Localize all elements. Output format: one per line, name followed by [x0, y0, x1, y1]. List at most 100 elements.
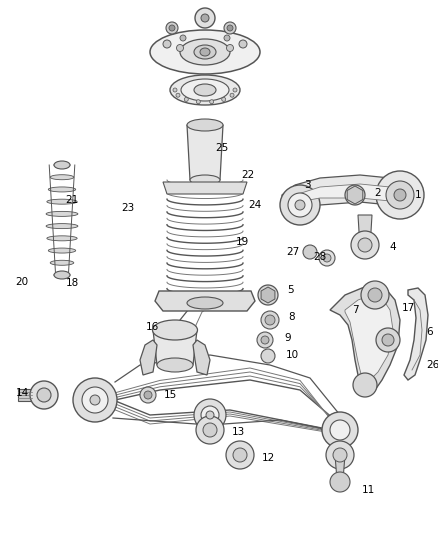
Polygon shape	[358, 215, 372, 248]
Circle shape	[222, 98, 226, 101]
Circle shape	[180, 35, 186, 41]
Ellipse shape	[181, 79, 229, 101]
Circle shape	[330, 420, 350, 440]
Polygon shape	[153, 330, 197, 365]
Text: 27: 27	[286, 247, 300, 257]
Circle shape	[265, 315, 275, 325]
Polygon shape	[261, 287, 275, 303]
Circle shape	[196, 416, 224, 444]
Text: 4: 4	[390, 242, 396, 252]
Ellipse shape	[152, 320, 198, 340]
Ellipse shape	[46, 224, 78, 229]
Circle shape	[226, 441, 254, 469]
Text: 28: 28	[313, 252, 327, 262]
Circle shape	[177, 44, 184, 52]
Text: 15: 15	[163, 390, 177, 400]
Ellipse shape	[47, 199, 77, 204]
Polygon shape	[295, 184, 410, 202]
Text: 22: 22	[241, 170, 254, 180]
Ellipse shape	[54, 272, 70, 278]
Circle shape	[330, 472, 350, 492]
Circle shape	[280, 185, 320, 225]
Circle shape	[295, 200, 305, 210]
Text: 25: 25	[215, 143, 229, 153]
Circle shape	[233, 448, 247, 462]
Circle shape	[326, 441, 354, 469]
Circle shape	[210, 100, 214, 104]
Polygon shape	[347, 186, 363, 204]
Ellipse shape	[180, 39, 230, 65]
Text: 5: 5	[287, 285, 293, 295]
Circle shape	[224, 22, 236, 34]
Ellipse shape	[150, 30, 260, 74]
Circle shape	[261, 349, 275, 363]
Circle shape	[230, 93, 234, 97]
Ellipse shape	[194, 84, 216, 96]
Text: 2: 2	[374, 188, 381, 198]
Circle shape	[322, 412, 358, 448]
Polygon shape	[335, 455, 345, 480]
Circle shape	[195, 8, 215, 28]
Text: 7: 7	[352, 305, 358, 315]
Polygon shape	[32, 390, 42, 400]
Circle shape	[257, 332, 273, 348]
Circle shape	[184, 98, 188, 101]
Text: 3: 3	[304, 180, 310, 190]
Text: 13: 13	[231, 427, 245, 437]
Circle shape	[194, 399, 226, 431]
Circle shape	[382, 334, 394, 346]
Circle shape	[206, 411, 214, 419]
Circle shape	[226, 44, 233, 52]
Circle shape	[201, 14, 209, 22]
Text: 11: 11	[361, 485, 374, 495]
Ellipse shape	[50, 260, 74, 265]
Polygon shape	[155, 291, 255, 311]
Circle shape	[258, 285, 278, 305]
Circle shape	[376, 328, 400, 352]
Ellipse shape	[170, 75, 240, 105]
Circle shape	[90, 395, 100, 405]
Polygon shape	[163, 182, 247, 194]
Ellipse shape	[200, 48, 210, 56]
Circle shape	[239, 40, 247, 48]
Text: 21: 21	[65, 195, 79, 205]
Ellipse shape	[194, 45, 216, 59]
Polygon shape	[404, 288, 428, 380]
Text: 12: 12	[261, 453, 275, 463]
Ellipse shape	[47, 236, 77, 241]
Ellipse shape	[54, 163, 70, 167]
Circle shape	[169, 25, 175, 31]
Circle shape	[173, 88, 177, 92]
Text: 26: 26	[426, 360, 438, 370]
Text: 14: 14	[15, 388, 28, 398]
Circle shape	[227, 25, 233, 31]
Ellipse shape	[46, 212, 78, 216]
Circle shape	[30, 381, 58, 409]
Circle shape	[261, 336, 269, 344]
Circle shape	[303, 245, 317, 259]
Circle shape	[144, 391, 152, 399]
Circle shape	[376, 171, 424, 219]
Circle shape	[203, 423, 217, 437]
Circle shape	[224, 35, 230, 41]
Ellipse shape	[48, 187, 76, 192]
Circle shape	[73, 378, 117, 422]
Circle shape	[166, 22, 178, 34]
Circle shape	[261, 311, 279, 329]
Text: 9: 9	[285, 333, 291, 343]
Ellipse shape	[187, 119, 223, 131]
Circle shape	[358, 238, 372, 252]
Text: 20: 20	[15, 277, 28, 287]
Circle shape	[353, 373, 377, 397]
Polygon shape	[193, 340, 210, 375]
Ellipse shape	[54, 161, 70, 169]
Text: 6: 6	[427, 327, 433, 337]
Text: 17: 17	[401, 303, 415, 313]
Circle shape	[361, 281, 389, 309]
Text: 8: 8	[289, 312, 295, 322]
Text: 16: 16	[145, 322, 159, 332]
Circle shape	[196, 100, 200, 104]
Ellipse shape	[190, 175, 220, 185]
Polygon shape	[140, 340, 157, 375]
Polygon shape	[18, 389, 32, 401]
